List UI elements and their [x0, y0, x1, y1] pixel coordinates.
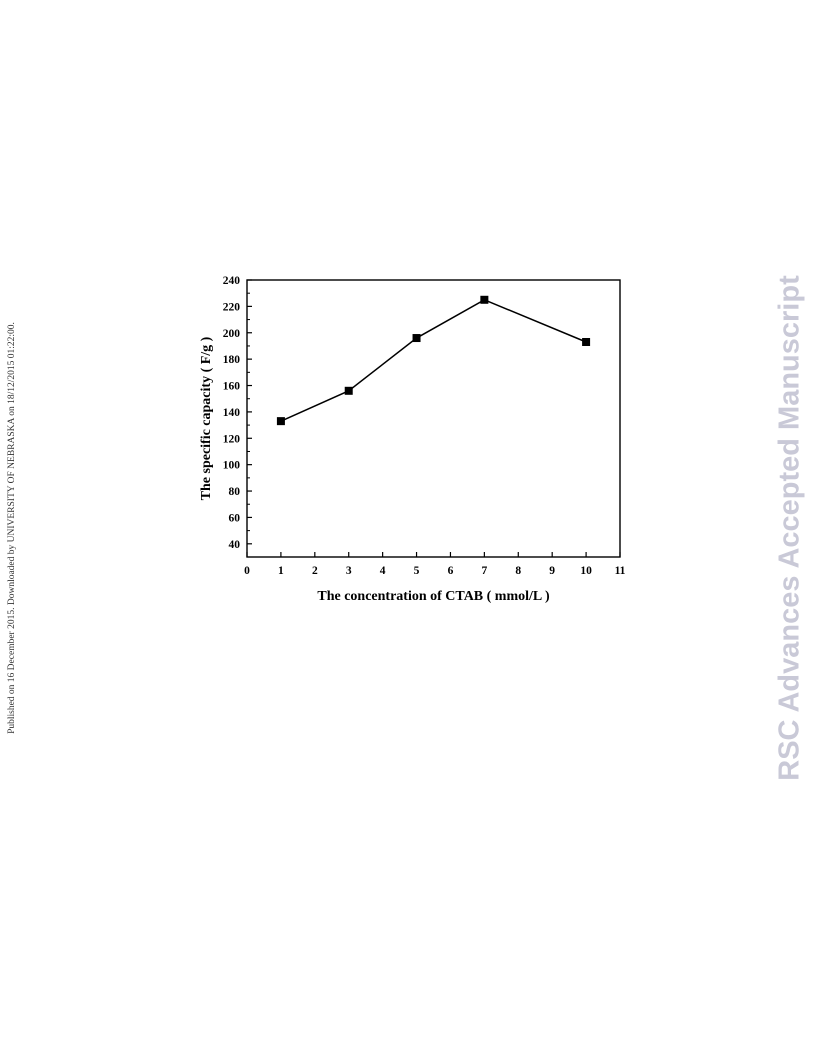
- y-axis-label: The specific capacity ( F/g ): [199, 336, 214, 500]
- y-tick-label: 240: [223, 275, 241, 287]
- x-axis-label: The concentration of CTAB ( mmol/L ): [317, 589, 550, 604]
- x-tick-label: 11: [615, 565, 626, 577]
- x-tick-label: 7: [481, 565, 487, 577]
- y-tick-label: 100: [223, 460, 241, 472]
- y-tick-label: 120: [223, 433, 241, 445]
- series-line: [280, 298, 587, 422]
- x-tick-label: 10: [580, 565, 592, 577]
- tick-labels: 0 1 2 3 4 5 6 7 8 9 10 11 40 60 80 100 120 140 160 180 200 22…: [223, 275, 626, 577]
- y-tick-label: 60: [229, 512, 241, 524]
- x-tick-label: 2: [312, 565, 318, 577]
- x-tick-label: 6: [448, 565, 454, 577]
- y-tick-label: 220: [223, 301, 241, 313]
- plot-frame: [246, 279, 621, 558]
- y-tick-label: 200: [223, 328, 241, 340]
- data-point: [480, 295, 489, 304]
- y-tick-label: 180: [223, 354, 241, 366]
- y-tick-label: 160: [223, 381, 241, 393]
- data-point: [582, 337, 591, 346]
- x-tick-label: 3: [346, 565, 352, 577]
- x-tick-label: 5: [414, 565, 420, 577]
- x-tick-label: 9: [549, 565, 555, 577]
- x-tick-label: 8: [515, 565, 521, 577]
- data-point: [344, 386, 353, 395]
- axis-ticks: [246, 279, 621, 557]
- x-tick-label: 4: [380, 565, 386, 577]
- x-tick-label: 1: [278, 565, 284, 577]
- data-series: [276, 295, 591, 426]
- y-tick-label: 80: [229, 486, 241, 498]
- y-tick-label: 40: [229, 539, 241, 551]
- data-point: [276, 417, 285, 426]
- x-tick-label: 0: [244, 565, 250, 577]
- y-tick-label: 140: [223, 407, 241, 419]
- data-point: [412, 334, 421, 343]
